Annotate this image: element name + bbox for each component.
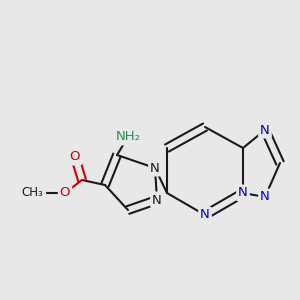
Text: N: N (260, 124, 270, 136)
Text: O—: O— (25, 188, 45, 198)
Text: O: O (70, 151, 80, 164)
Text: N: N (238, 187, 248, 200)
Text: N: N (152, 194, 162, 206)
Text: O: O (60, 187, 70, 200)
Text: N: N (150, 161, 160, 175)
Text: CH₃: CH₃ (21, 187, 43, 200)
Text: N: N (200, 208, 210, 221)
Text: NH₂: NH₂ (116, 130, 140, 143)
Text: N: N (260, 190, 270, 203)
